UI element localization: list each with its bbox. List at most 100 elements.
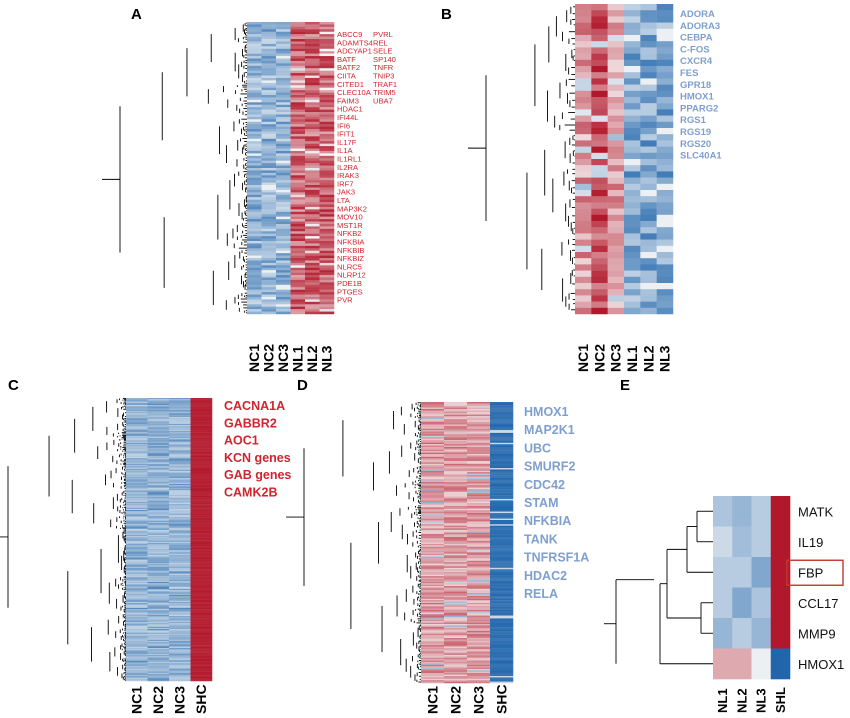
heatmap-cell: [421, 463, 445, 466]
heatmap-cell: [261, 124, 277, 127]
heatmap-cell: [247, 126, 262, 130]
heatmap-cell: [190, 660, 213, 663]
heatmap-cell: [169, 492, 191, 494]
heatmap-cell: [467, 542, 491, 545]
heatmap-cell: [319, 180, 335, 183]
heatmap-cell: [490, 632, 514, 635]
heatmap-cell: [421, 586, 445, 588]
heatmap-cell: [190, 434, 213, 436]
heatmap-cell: [147, 460, 170, 462]
heatmap-cell: [126, 636, 148, 638]
gene-label: UBA7: [373, 96, 393, 105]
heatmap-cell: [490, 607, 514, 609]
heatmap-cell: [247, 56, 262, 59]
heatmap-cell: [126, 663, 148, 665]
heatmap-cell: [421, 608, 445, 611]
heatmap-cell: [467, 518, 491, 521]
heatmap-cell: [147, 619, 170, 622]
heatmap-cell: [575, 221, 592, 228]
heatmap-cell: [169, 522, 191, 525]
heatmap-cell: [190, 639, 213, 642]
heatmap-cell: [607, 109, 625, 116]
gene-label: SELE: [373, 47, 392, 56]
heatmap-cell: [290, 73, 306, 76]
heatmap-cell: [276, 289, 291, 293]
heatmap-cell: [444, 498, 468, 501]
heatmap-cell: [421, 497, 445, 500]
heatmap-cell: [261, 284, 277, 288]
heatmap-cell: [147, 675, 170, 677]
heatmap-cell: [640, 146, 657, 154]
heatmap-cell: [290, 24, 306, 28]
heatmap-cell: [490, 660, 514, 663]
heatmap-cell: [290, 296, 306, 300]
heatmap-cell: [276, 192, 291, 196]
heatmap-cell: [640, 245, 657, 253]
heatmap-cell: [421, 626, 445, 629]
heatmap-cell: [147, 451, 170, 453]
heatmap-cell: [305, 299, 320, 303]
heatmap-cell: [126, 677, 148, 679]
heatmap-cell: [305, 77, 320, 81]
heatmap-cell: [607, 283, 625, 290]
heatmap-cell: [276, 287, 291, 290]
heatmap-cell: [147, 520, 170, 523]
heatmap-cell: [421, 453, 445, 456]
heatmap-cell: [126, 566, 148, 569]
heatmap-cell: [126, 447, 148, 449]
heatmap-cell: [421, 517, 445, 519]
heatmap-cell: [467, 661, 491, 664]
heatmap-cell: [490, 437, 514, 439]
heatmap-cell: [444, 659, 468, 661]
heatmap-cell: [190, 597, 213, 599]
heatmap-cell: [319, 192, 335, 196]
heatmap-cell: [126, 426, 148, 428]
heatmap-cell: [640, 78, 657, 85]
heatmap-cell: [656, 109, 674, 116]
heatmap-cell: [490, 475, 514, 477]
heatmap-cell: [126, 412, 148, 414]
heatmap-cell: [247, 41, 262, 45]
heatmap-cell: [261, 238, 277, 242]
heatmap-cell: [290, 41, 306, 45]
heatmap-cell: [147, 427, 170, 429]
heatmap-cell: [147, 504, 170, 506]
heatmap-cell: [591, 202, 608, 209]
heatmap-cell: [190, 493, 213, 495]
heatmap-cell: [467, 439, 491, 442]
heatmap-cell: [169, 663, 191, 665]
heatmap-cell: [147, 585, 170, 587]
heatmap-cell: [421, 514, 445, 517]
heatmap-cell: [490, 411, 514, 414]
heatmap-cell: [147, 565, 170, 567]
heatmap-cell: [169, 561, 191, 564]
heatmap-cell: [276, 119, 291, 123]
heatmap-cell: [126, 504, 148, 506]
heatmap-cell: [305, 209, 320, 213]
heatmap-cell: [467, 498, 491, 501]
heatmap-cell: [591, 264, 608, 271]
heatmap-cell: [575, 115, 592, 123]
heatmap-cell: [444, 503, 468, 505]
heatmap-cell: [444, 548, 468, 550]
heatmap-cell: [126, 617, 148, 619]
heatmap-cell: [656, 239, 674, 247]
heatmap-cell: [290, 150, 306, 154]
heatmap-cell: [490, 489, 514, 491]
heatmap-cell: [276, 277, 291, 281]
heatmap-cell: [421, 552, 445, 554]
heatmap-cell: [261, 99, 277, 103]
heatmap-cell: [190, 447, 213, 449]
heatmap-cell: [126, 631, 148, 633]
heatmap-cell: [147, 550, 170, 552]
heatmap-cell: [591, 140, 608, 147]
heatmap-cell: [467, 428, 491, 431]
heatmap-cell: [421, 583, 445, 585]
heatmap-cell: [640, 59, 657, 67]
heatmap-cell: [126, 573, 148, 576]
heatmap-cell: [169, 672, 191, 675]
heatmap-cell: [444, 543, 468, 546]
heatmap-cell: [421, 446, 445, 449]
heatmap-cell: [169, 535, 191, 538]
heatmap-cell: [169, 452, 191, 454]
